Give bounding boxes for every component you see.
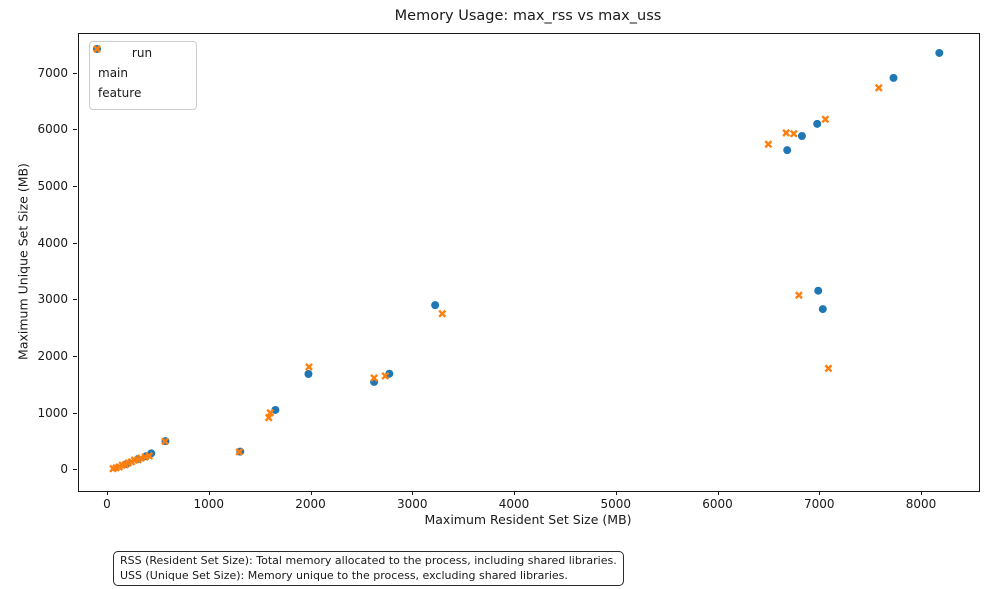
scatter-point-main bbox=[797, 131, 806, 140]
scatter-point-main bbox=[271, 405, 280, 414]
scatter-point-feature bbox=[789, 129, 798, 138]
y-tick-mark bbox=[73, 72, 77, 74]
y-tick-label: 1000 bbox=[37, 405, 68, 420]
x-tick-mark bbox=[106, 491, 108, 495]
scatter-point-main bbox=[935, 48, 944, 57]
x-tick-label: 4000 bbox=[498, 497, 530, 511]
scatter-point-feature bbox=[438, 309, 447, 318]
x-tick-label: 5000 bbox=[600, 497, 632, 511]
x-tick-mark bbox=[615, 491, 617, 495]
scatter-point-feature bbox=[370, 374, 379, 382]
x-tick-mark bbox=[514, 491, 515, 495]
footnote-line-uss: USS (Unique Set Size): Memory unique to … bbox=[120, 568, 568, 582]
x-tick-mark bbox=[921, 491, 923, 495]
y-axis-label: Maximum Unique Set Size (MB) bbox=[15, 163, 31, 360]
y-tick-label: 2000 bbox=[37, 348, 68, 363]
scatter-point-feature bbox=[764, 140, 773, 149]
scatter-point-feature bbox=[235, 447, 244, 456]
y-tick-label: 3000 bbox=[37, 292, 68, 307]
scatter-point-feature bbox=[145, 451, 154, 460]
scatter-point-feature bbox=[874, 83, 883, 92]
legend-entry-main: main bbox=[93, 45, 186, 83]
x-tick-label: 2000 bbox=[295, 497, 326, 511]
x-tick-mark bbox=[717, 491, 719, 495]
y-tick-label: 4000 bbox=[37, 235, 68, 250]
scatter-point-main bbox=[818, 305, 827, 314]
scatter-point-main bbox=[889, 73, 898, 82]
y-tick-label: 6000 bbox=[37, 122, 68, 137]
footnote-line-rss: RSS (Resident Set Size): Total memory al… bbox=[120, 554, 617, 567]
legend-label: main bbox=[98, 66, 128, 80]
y-tick-mark bbox=[73, 185, 77, 187]
y-tick-mark bbox=[73, 299, 77, 301]
scatter-point-feature bbox=[305, 362, 313, 371]
y-tick-label: 0 bbox=[60, 462, 68, 477]
scatter-point-main bbox=[783, 146, 792, 155]
scatter-point-feature bbox=[821, 115, 830, 124]
scatter-point-main bbox=[813, 119, 822, 128]
y-tick-mark bbox=[73, 412, 77, 414]
x-tick-mark bbox=[310, 491, 312, 495]
legend-entry-feature: feature bbox=[93, 45, 186, 103]
legend: run main feature bbox=[89, 41, 197, 110]
scatter-point-main bbox=[304, 369, 313, 378]
y-tick-mark bbox=[73, 242, 77, 244]
plot-area: run main feature bbox=[78, 33, 980, 492]
x-tick-label: 6000 bbox=[702, 497, 733, 511]
scatter-canvas bbox=[109, 48, 944, 473]
x-tick-label: 7000 bbox=[803, 497, 835, 511]
y-tick-label: 5000 bbox=[37, 178, 68, 193]
x-tick-mark bbox=[208, 491, 210, 495]
y-tick-mark bbox=[73, 355, 77, 357]
scatter-point-feature bbox=[161, 437, 169, 446]
scatter-point-feature bbox=[381, 372, 390, 380]
scatter-point-feature bbox=[266, 408, 275, 417]
x-tick-mark bbox=[412, 491, 414, 495]
x-tick-label: 1000 bbox=[193, 497, 225, 511]
scatter-point-main bbox=[431, 301, 440, 310]
legend-label: feature bbox=[98, 86, 142, 100]
scatter-point-feature bbox=[824, 364, 833, 373]
x-tick-label: 8000 bbox=[905, 497, 937, 511]
legend-x-marker-icon bbox=[93, 45, 101, 53]
x-axis-label: Maximum Resident Set Size (MB) bbox=[424, 512, 632, 527]
x-tick-label: 0 bbox=[103, 497, 111, 511]
scatter-point-feature bbox=[794, 291, 803, 300]
footnote-box: RSS (Resident Set Size): Total memory al… bbox=[113, 551, 624, 586]
scatter-point-main bbox=[385, 369, 394, 378]
y-tick-mark bbox=[73, 129, 77, 131]
scatter-point-main bbox=[814, 286, 823, 295]
legend-title: run bbox=[131, 46, 153, 60]
y-tick-mark bbox=[73, 469, 77, 471]
x-tick-mark bbox=[819, 491, 821, 495]
scatter-point-feature bbox=[782, 128, 791, 137]
chart-title: Memory Usage: max_rss vs max_uss bbox=[394, 8, 662, 24]
x-tick-label: 3000 bbox=[396, 497, 428, 511]
y-tick-label: 7000 bbox=[37, 65, 68, 80]
scatter-point-feature bbox=[264, 413, 273, 422]
